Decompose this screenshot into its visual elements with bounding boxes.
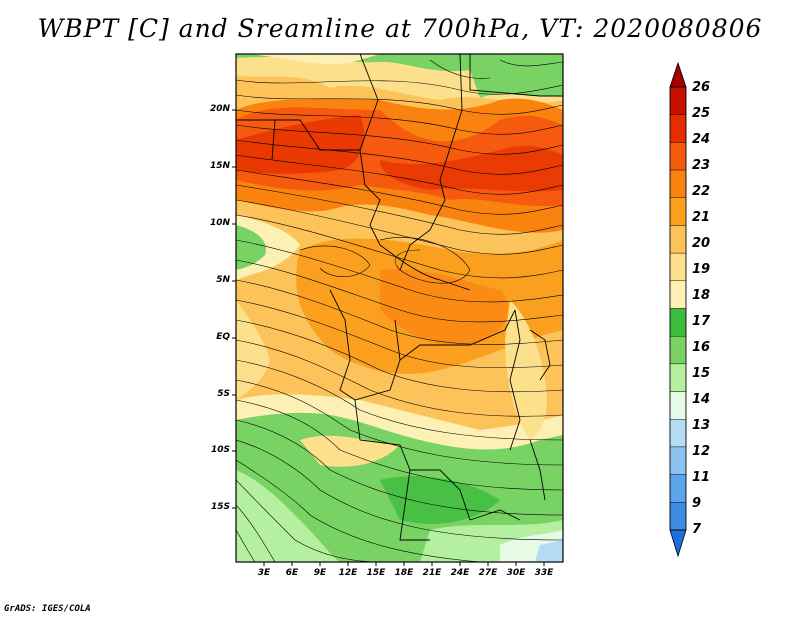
axis-ticks xyxy=(232,109,545,566)
lat-label-15s: 15S xyxy=(210,502,230,512)
colorbar-label: 22 xyxy=(692,184,711,199)
colorbar-label: 23 xyxy=(692,158,711,173)
lat-label-10s: 10S xyxy=(210,445,230,455)
streamlines xyxy=(236,59,563,562)
map-title: WBPT [C] and Sreamline at 700hPa, VT: 20… xyxy=(37,14,763,43)
lat-label-10n: 10N xyxy=(209,218,230,228)
colorbar-cell xyxy=(669,142,687,171)
map-frame xyxy=(235,53,564,563)
lat-label-15n: 15N xyxy=(209,161,230,171)
colorbar-cell xyxy=(669,419,687,448)
colorbar-label: 26 xyxy=(692,80,711,95)
colorbar-label: 11 xyxy=(692,470,711,485)
colorbar-cell xyxy=(669,335,687,365)
lon-label-15e: 15E xyxy=(366,568,386,578)
colorbar-cell xyxy=(669,474,687,503)
lon-label-27e: 27E xyxy=(478,568,498,578)
colorbar-cell xyxy=(669,86,687,115)
colorbar-cell xyxy=(669,197,687,226)
lat-label-eq: EQ xyxy=(216,332,230,342)
colorbar-label: 21 xyxy=(692,210,711,225)
wbpt-shaded-field xyxy=(236,54,563,562)
lat-label-5n: 5N xyxy=(216,275,230,285)
colorbar-cell xyxy=(669,252,687,282)
country-borders xyxy=(236,54,563,541)
colorbar-cell xyxy=(669,225,687,254)
colorbar-label: 19 xyxy=(692,262,711,277)
colorbar-cell xyxy=(669,308,687,337)
colorbar-label: 12 xyxy=(692,444,711,459)
colorbar-cell xyxy=(669,446,687,475)
colorbar-cell xyxy=(669,169,687,198)
lon-label-18e: 18E xyxy=(394,568,414,578)
colorbar-label: 24 xyxy=(692,132,711,147)
colorbar-bottom-arrow xyxy=(669,529,687,558)
lat-label-5s: 5S xyxy=(217,389,230,399)
colorbar-label: 20 xyxy=(692,236,711,251)
colorbar-label: 9 xyxy=(692,496,702,511)
lon-label-6e: 6E xyxy=(285,568,299,578)
colorbar-label: 25 xyxy=(692,106,711,121)
colorbar-cell xyxy=(669,363,687,392)
colorbar-label: 18 xyxy=(692,288,711,303)
lon-label-9e: 9E xyxy=(313,568,327,578)
colorbar-top-arrow xyxy=(669,61,687,88)
colorbar-label: 15 xyxy=(692,366,711,381)
lon-label-3e: 3E xyxy=(257,568,271,578)
colorbar-cell xyxy=(669,114,687,143)
colorbar-label: 14 xyxy=(692,392,711,407)
lon-label-21e: 21E xyxy=(422,568,442,578)
lon-label-12e: 12E xyxy=(338,568,358,578)
colorbar-label: 7 xyxy=(692,522,702,537)
colorbar-label: 16 xyxy=(692,340,711,355)
lon-label-24e: 24E xyxy=(450,568,470,578)
colorbar-cell xyxy=(669,391,687,420)
lon-label-30e: 30E xyxy=(506,568,526,578)
colorbar-label: 17 xyxy=(692,314,711,329)
colorbar-cell xyxy=(669,502,687,531)
lon-label-33e: 33E xyxy=(534,568,554,578)
colorbar-label: 13 xyxy=(692,418,711,433)
lat-label-20n: 20N xyxy=(209,104,230,114)
colorbar-cell xyxy=(669,280,687,309)
footer-credit: GrADS: IGES/COLA xyxy=(4,604,91,614)
colorbar xyxy=(669,61,687,558)
